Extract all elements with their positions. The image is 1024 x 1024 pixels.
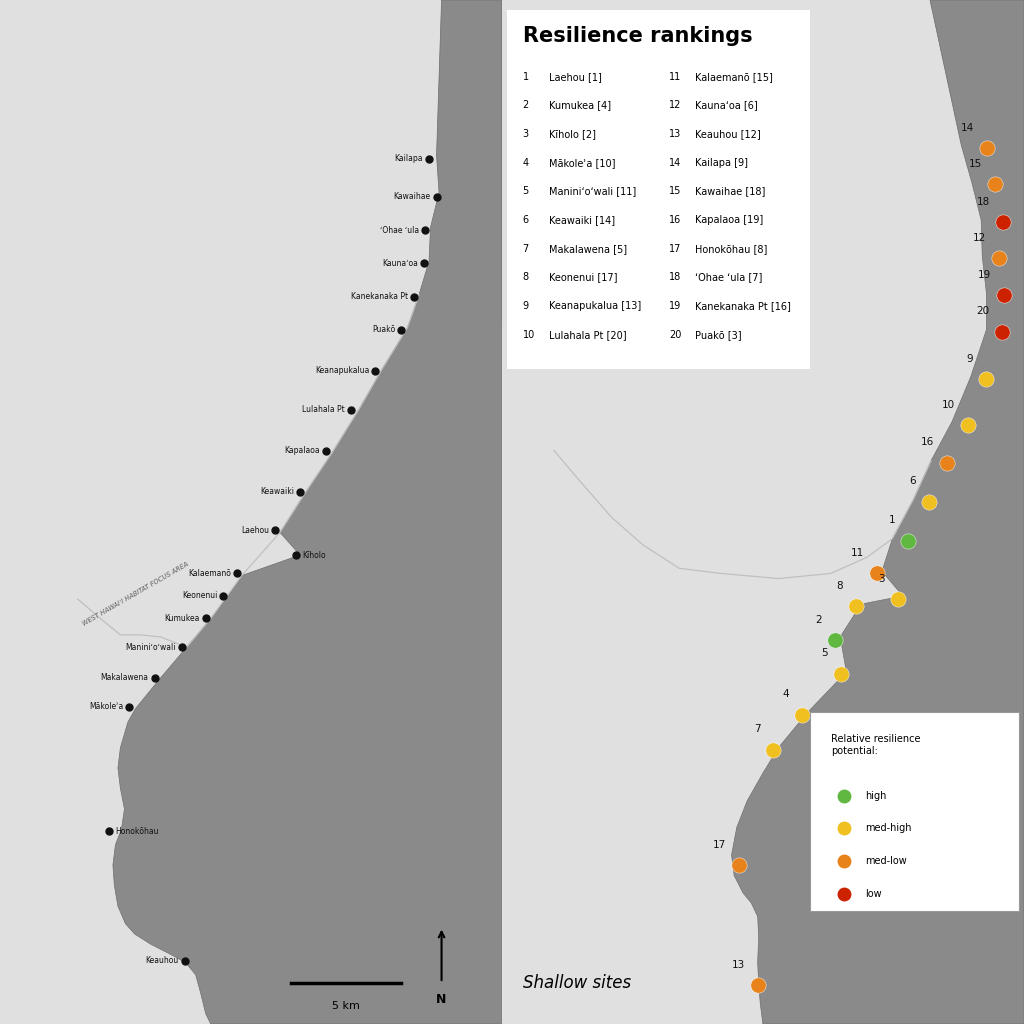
FancyBboxPatch shape — [507, 10, 810, 369]
Text: 6: 6 — [909, 476, 915, 486]
Text: Keonenui [17]: Keonenui [17] — [549, 272, 617, 283]
Text: Puakō [3]: Puakō [3] — [695, 330, 741, 340]
Text: 1: 1 — [522, 72, 528, 82]
Text: med-high: med-high — [864, 823, 911, 834]
Text: 16: 16 — [921, 437, 934, 447]
Text: Kaunaʻoa: Kaunaʻoa — [382, 259, 418, 267]
Text: Kanekanaka Pt [16]: Kanekanaka Pt [16] — [695, 301, 791, 311]
Text: 8: 8 — [522, 272, 528, 283]
Polygon shape — [930, 0, 1024, 256]
Text: Makalawena [5]: Makalawena [5] — [549, 244, 627, 254]
Text: Kawaihae: Kawaihae — [393, 193, 430, 201]
Text: Maniniʻoʻwali [11]: Maniniʻoʻwali [11] — [549, 186, 636, 197]
Text: Keauhou: Keauhou — [145, 956, 178, 965]
Polygon shape — [731, 0, 1024, 1024]
Text: Honokōhau [8]: Honokōhau [8] — [695, 244, 767, 254]
Text: Keanapukalua: Keanapukalua — [315, 367, 370, 375]
Text: 17: 17 — [713, 840, 726, 850]
Text: high: high — [864, 791, 886, 801]
Text: Kumukea: Kumukea — [164, 614, 200, 623]
Text: Kailapa [9]: Kailapa [9] — [695, 158, 748, 168]
Text: Kailapa: Kailapa — [394, 155, 423, 163]
Text: Kalaemanō [15]: Kalaemanō [15] — [695, 72, 773, 82]
Text: N: N — [436, 993, 446, 1007]
Text: Kaunaʻoa [6]: Kaunaʻoa [6] — [695, 100, 758, 111]
Text: 19: 19 — [669, 301, 681, 311]
Text: 11: 11 — [850, 548, 863, 558]
Polygon shape — [436, 0, 502, 328]
Text: Shallow sites: Shallow sites — [522, 974, 631, 992]
Text: 18: 18 — [669, 272, 681, 283]
Text: 12: 12 — [973, 232, 986, 243]
Text: 9: 9 — [967, 353, 974, 364]
Text: Resilience rankings: Resilience rankings — [522, 26, 753, 46]
Text: 20: 20 — [976, 306, 989, 316]
Text: Keauhou [12]: Keauhou [12] — [695, 129, 761, 139]
Text: 18: 18 — [977, 197, 990, 207]
Polygon shape — [113, 0, 502, 1024]
Text: 12: 12 — [669, 100, 681, 111]
Text: 2: 2 — [522, 100, 529, 111]
Text: 8: 8 — [837, 581, 843, 591]
Text: 14: 14 — [669, 158, 681, 168]
Text: Lulahala Pt [20]: Lulahala Pt [20] — [549, 330, 627, 340]
Text: Kawaihae [18]: Kawaihae [18] — [695, 186, 765, 197]
Text: ʻOhae ʻula [7]: ʻOhae ʻula [7] — [695, 272, 762, 283]
Text: 14: 14 — [962, 123, 975, 133]
Text: Mākoleʾa: Mākoleʾa — [89, 702, 124, 711]
Text: 5: 5 — [821, 648, 828, 658]
Text: Maniniʻoʻwali: Maniniʻoʻwali — [125, 643, 176, 651]
Text: 3: 3 — [878, 573, 885, 584]
Text: WEST HAWAIʻI HABITAT FOCUS AREA: WEST HAWAIʻI HABITAT FOCUS AREA — [82, 561, 189, 627]
Text: Makalawena: Makalawena — [100, 674, 148, 682]
Text: Kumukea [4]: Kumukea [4] — [549, 100, 611, 111]
Text: Relative resilience
potential:: Relative resilience potential: — [830, 734, 921, 756]
Text: 3: 3 — [522, 129, 528, 139]
Text: low: low — [864, 889, 882, 899]
Text: 1: 1 — [889, 515, 895, 525]
Text: 7: 7 — [754, 724, 760, 734]
Text: 10: 10 — [522, 330, 535, 340]
Text: 6: 6 — [522, 215, 528, 225]
Text: Keawaiki [14]: Keawaiki [14] — [549, 215, 614, 225]
Text: Puakō: Puakō — [372, 326, 395, 334]
Text: Honokōhau: Honokōhau — [116, 827, 159, 836]
Text: Keawaiki: Keawaiki — [260, 487, 294, 496]
Text: 2: 2 — [815, 614, 822, 625]
Text: 13: 13 — [669, 129, 681, 139]
Text: 19: 19 — [978, 269, 991, 280]
Text: 15: 15 — [969, 159, 982, 169]
Text: 20: 20 — [669, 330, 681, 340]
Text: Mākoleʾa [10]: Mākoleʾa [10] — [549, 158, 615, 168]
Text: ʻOhae ʻula: ʻOhae ʻula — [380, 226, 420, 234]
Text: 5: 5 — [522, 186, 529, 197]
Text: 11: 11 — [669, 72, 681, 82]
Text: 13: 13 — [731, 959, 744, 970]
FancyBboxPatch shape — [810, 712, 1019, 911]
Text: Keanapukalua [13]: Keanapukalua [13] — [549, 301, 641, 311]
Text: Laehou: Laehou — [241, 526, 269, 535]
Text: Keonenui: Keonenui — [182, 592, 217, 600]
Text: Kanekanaka Pt: Kanekanaka Pt — [351, 293, 408, 301]
Text: Kīholo [2]: Kīholo [2] — [549, 129, 596, 139]
Text: 7: 7 — [522, 244, 529, 254]
Text: Kapalaoa [19]: Kapalaoa [19] — [695, 215, 763, 225]
Text: Kīholo: Kīholo — [302, 551, 326, 559]
Text: med-low: med-low — [864, 856, 906, 866]
Text: 4: 4 — [522, 158, 528, 168]
Text: 17: 17 — [669, 244, 681, 254]
Text: Lulahala Pt: Lulahala Pt — [302, 406, 345, 414]
Text: 5 km: 5 km — [332, 1001, 360, 1012]
Text: 16: 16 — [669, 215, 681, 225]
Text: Kapalaoa: Kapalaoa — [285, 446, 321, 455]
Text: Kalaemanō: Kalaemanō — [188, 569, 230, 578]
Text: 4: 4 — [782, 689, 788, 699]
Text: Laehou [1]: Laehou [1] — [549, 72, 602, 82]
Text: 9: 9 — [522, 301, 528, 311]
Text: 15: 15 — [669, 186, 681, 197]
Text: 10: 10 — [941, 399, 954, 410]
